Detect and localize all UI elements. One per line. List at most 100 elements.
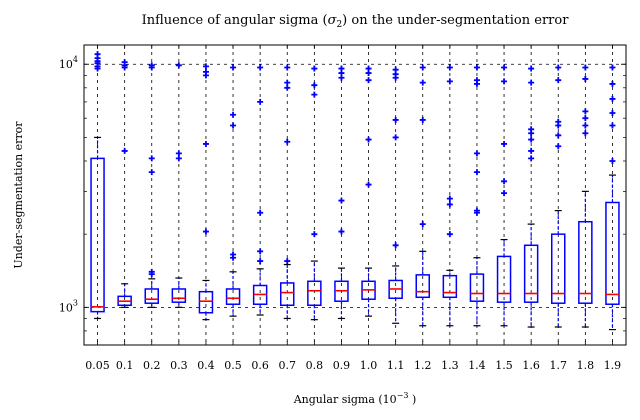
outlier-marker xyxy=(473,77,480,84)
box-group xyxy=(415,64,430,327)
outlier-marker xyxy=(230,122,237,129)
box-group xyxy=(523,65,539,328)
y-tick-label: 104 xyxy=(59,55,78,71)
outlier-marker xyxy=(202,63,209,70)
outlier-marker xyxy=(121,59,128,66)
outlier-marker xyxy=(473,150,480,157)
outlier-marker xyxy=(582,64,589,71)
outlier-marker xyxy=(582,122,589,129)
outlier-marker xyxy=(338,228,345,235)
box-iqr xyxy=(171,288,187,303)
outlier-marker xyxy=(609,122,616,129)
outlier-marker xyxy=(257,248,264,255)
box-iqr xyxy=(469,273,485,302)
box-iqr xyxy=(90,157,105,313)
box-group xyxy=(225,64,241,317)
box-iqr xyxy=(496,255,512,303)
outlier-marker xyxy=(148,62,155,69)
y-tick-label: 103 xyxy=(59,298,78,314)
outlier-marker xyxy=(365,65,372,72)
outlier-marker xyxy=(284,84,291,91)
box-iqr xyxy=(415,274,430,299)
outlier-marker xyxy=(528,136,535,143)
box-iqr xyxy=(198,290,214,314)
outlier-marker xyxy=(257,258,264,265)
outlier-marker xyxy=(555,132,562,139)
outlier-marker xyxy=(555,143,562,150)
outlier-marker xyxy=(528,147,535,154)
outlier-marker xyxy=(175,62,182,69)
x-tick-label: 1.1 xyxy=(387,359,405,372)
box-group xyxy=(144,62,159,308)
outlier-marker xyxy=(202,140,209,147)
box-group xyxy=(496,64,512,327)
outlier-marker xyxy=(609,95,616,102)
outlier-marker xyxy=(175,150,182,157)
outlier-marker xyxy=(419,79,426,86)
box-group xyxy=(90,51,105,320)
box-group xyxy=(469,64,485,327)
outlier-marker xyxy=(528,79,535,86)
outlier-marker xyxy=(473,64,480,71)
box-group xyxy=(171,62,187,308)
box-group xyxy=(334,65,349,320)
outlier-marker xyxy=(230,251,237,258)
grid-lines xyxy=(84,45,626,345)
box-group xyxy=(578,64,593,328)
outlier-marker xyxy=(609,110,616,117)
x-tick-label: 0.2 xyxy=(143,359,161,372)
x-tick-label: 1.4 xyxy=(468,359,486,372)
y-axis-ticks: 103 104 xyxy=(59,55,626,346)
outlier-marker xyxy=(501,190,508,197)
x-tick-label: 1.9 xyxy=(604,359,622,372)
outlier-marker xyxy=(257,98,264,105)
outlier-marker xyxy=(230,111,237,118)
box-group xyxy=(361,65,376,317)
outlier-marker xyxy=(365,77,372,84)
outlier-marker xyxy=(609,157,616,164)
outlier-marker xyxy=(446,78,453,85)
box-iqr xyxy=(307,280,322,307)
outlier-marker xyxy=(148,169,155,176)
outlier-marker xyxy=(582,75,589,82)
box-group xyxy=(117,59,132,308)
outlier-marker xyxy=(257,64,264,71)
plot-frame xyxy=(83,44,627,346)
outlier-marker xyxy=(338,65,345,72)
box-group xyxy=(551,64,566,328)
outlier-marker xyxy=(284,79,291,86)
box-iqr xyxy=(523,244,539,303)
outlier-marker xyxy=(419,116,426,123)
x-tick-label: 1.8 xyxy=(577,359,595,372)
outlier-marker xyxy=(284,138,291,145)
box-iqr xyxy=(551,233,566,304)
x-tick-label: 0.6 xyxy=(251,359,269,372)
box-group xyxy=(388,66,403,324)
x-tick-label: 0.9 xyxy=(333,359,351,372)
boxes xyxy=(90,51,620,331)
outlier-marker xyxy=(284,64,291,71)
outlier-marker xyxy=(338,197,345,204)
outlier-marker xyxy=(365,136,372,143)
outlier-marker xyxy=(446,195,453,202)
outlier-marker xyxy=(582,108,589,115)
box-group xyxy=(605,64,620,331)
x-tick-label: 1.0 xyxy=(360,359,378,372)
outlier-marker xyxy=(473,207,480,214)
box-iqr xyxy=(578,220,593,304)
x-axis-ticks: 0.05 0.1 0.2 0.3 0.4 0.5 0.6 0.7 0.8 0.9 1.0 1.1 1.2… xyxy=(85,45,621,372)
outlier-marker xyxy=(94,51,101,58)
outlier-marker xyxy=(501,78,508,85)
outlier-marker xyxy=(555,64,562,71)
box-iqr xyxy=(225,288,241,305)
outlier-marker xyxy=(528,155,535,162)
outlier-marker xyxy=(528,126,535,133)
outlier-marker xyxy=(230,64,237,71)
box-iqr xyxy=(442,274,458,299)
box-group xyxy=(442,64,458,327)
box-iqr xyxy=(280,282,295,307)
chart-title: Influence of angular sigma (σ2) on the u… xyxy=(142,13,570,30)
outlier-marker xyxy=(148,268,155,275)
x-tick-label: 1.6 xyxy=(522,359,540,372)
